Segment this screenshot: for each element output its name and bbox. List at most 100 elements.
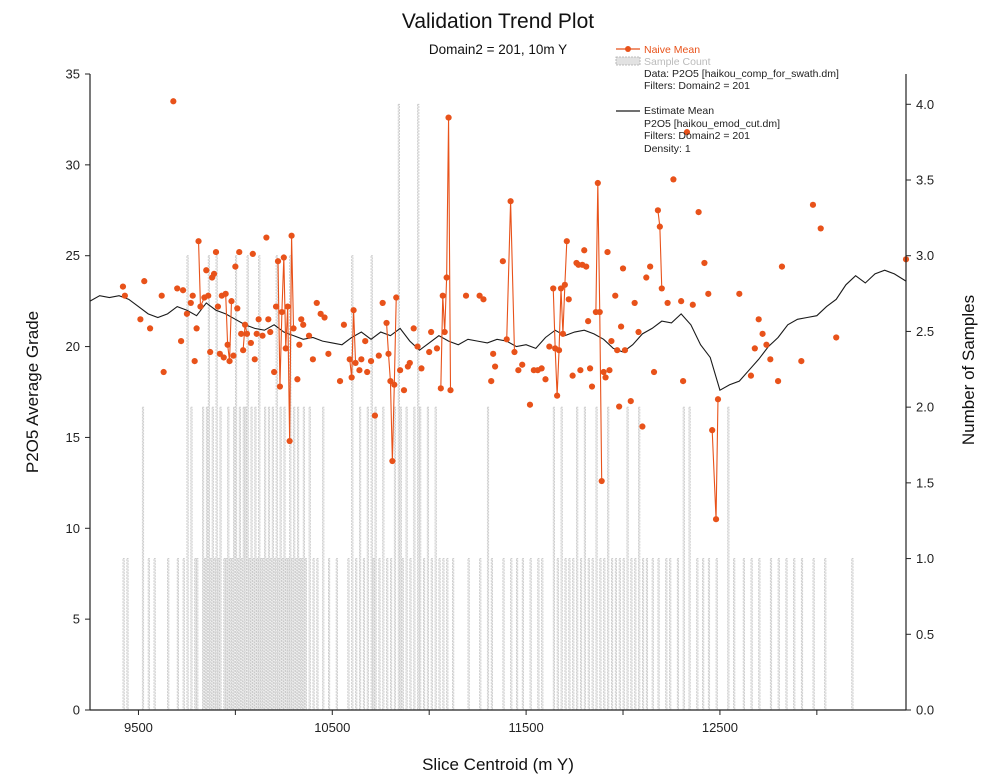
count-bar xyxy=(291,558,294,711)
count-bar xyxy=(242,406,245,711)
naive-mean-point xyxy=(214,303,222,310)
naive-mean-point xyxy=(263,234,270,241)
naive-mean-point xyxy=(207,348,214,356)
naive-mean-point xyxy=(621,347,629,354)
naive-mean-point xyxy=(445,114,452,121)
naive-mean-point xyxy=(305,332,313,339)
y2-tick-label: 0.5 xyxy=(916,627,934,642)
count-bar xyxy=(322,406,325,711)
naive-mean-point xyxy=(511,348,518,356)
naive-mean-point xyxy=(280,254,287,261)
count-bar xyxy=(372,558,375,711)
chart-subtitle: Domain2 = 201, 10m Y xyxy=(428,42,568,57)
legend: Naive Mean Sample Count Data: P2O5 [haik… xyxy=(615,44,839,155)
count-bar xyxy=(490,558,493,711)
count-bar xyxy=(727,406,730,711)
naive-mean-point xyxy=(387,378,394,385)
naive-mean-point xyxy=(191,358,198,365)
y2-tick-label: 1.5 xyxy=(916,475,934,490)
naive-mean-point xyxy=(241,321,249,328)
count-bar xyxy=(267,406,271,711)
naive-mean-point xyxy=(253,330,260,337)
naive-mean-point xyxy=(443,274,450,281)
count-bar xyxy=(401,558,404,711)
count-bar xyxy=(568,558,571,711)
x-tick-label: 12500 xyxy=(702,720,738,735)
count-bar xyxy=(657,558,660,711)
naive-mean-segment xyxy=(506,201,516,353)
naive-mean-point xyxy=(146,325,154,332)
count-bar xyxy=(207,255,210,711)
count-bar xyxy=(622,558,625,711)
naive-mean-point xyxy=(222,290,229,297)
count-bar xyxy=(438,558,441,711)
naive-mean-point xyxy=(550,285,557,292)
naive-mean-point xyxy=(393,294,400,301)
count-bar xyxy=(419,406,422,711)
naive-mean-point xyxy=(356,367,363,374)
count-bar xyxy=(452,558,455,711)
naive-mean-point xyxy=(205,292,212,299)
count-bar xyxy=(295,558,298,711)
naive-mean-point xyxy=(670,176,677,183)
count-bar xyxy=(312,558,315,711)
naive-mean-point xyxy=(336,378,344,385)
count-bar xyxy=(300,558,304,711)
naive-mean-point xyxy=(639,423,646,430)
naive-mean-point xyxy=(240,347,247,354)
count-bar xyxy=(812,558,815,711)
count-bar xyxy=(296,406,300,711)
count-bar xyxy=(167,558,170,711)
naive-mean-point xyxy=(371,412,379,419)
naive-mean-point xyxy=(563,238,570,245)
count-bar xyxy=(434,406,437,711)
naive-mean-point xyxy=(278,308,285,316)
naive-mean-point xyxy=(276,383,284,390)
count-bar xyxy=(556,558,559,711)
chart-title: Validation Trend Plot xyxy=(401,10,595,33)
naive-mean-point xyxy=(557,285,565,292)
naive-mean-point xyxy=(210,270,218,277)
y2-tick-label: 2.0 xyxy=(916,400,934,415)
count-bar xyxy=(248,558,251,711)
count-bar xyxy=(707,558,711,711)
count-bar xyxy=(182,558,185,711)
naive-mean-point xyxy=(538,365,545,372)
x-tick-label: 9500 xyxy=(124,720,153,735)
naive-mean-point xyxy=(612,292,619,299)
count-bar xyxy=(607,406,610,711)
naive-mean-point xyxy=(598,477,605,485)
naive-mean-point xyxy=(736,290,743,297)
naive-mean-point xyxy=(313,299,320,307)
count-bar xyxy=(777,558,780,711)
naive-mean-point xyxy=(348,374,355,381)
naive-mean-point xyxy=(833,334,840,341)
count-bar xyxy=(213,558,216,711)
count-bar xyxy=(308,406,311,711)
naive-mean-segment xyxy=(242,324,248,351)
count-bar xyxy=(587,558,590,711)
naive-mean-point xyxy=(350,307,357,314)
naive-mean-point xyxy=(658,285,665,292)
axes: 0 5 10 15 20 25 30 35 0.0 0.5 1.0 1.5 2.0 2.5 3.0 3.5 4.… xyxy=(66,67,935,736)
y-axis-label: P2O5 Average Grade xyxy=(23,311,42,473)
naive-mean-point xyxy=(555,347,563,354)
naive-mean-point xyxy=(701,259,708,267)
count-bar xyxy=(688,406,691,711)
count-bar xyxy=(399,406,402,711)
legend-naive-label: Naive Mean xyxy=(644,44,700,56)
count-bar xyxy=(362,558,366,711)
y-tick-label: 5 xyxy=(73,612,80,627)
count-bar xyxy=(176,558,179,711)
naive-mean-point xyxy=(160,368,167,376)
naive-mean-point xyxy=(174,285,181,292)
naive-mean-point xyxy=(602,374,609,381)
count-bar xyxy=(851,558,854,711)
naive-mean-point xyxy=(705,290,712,297)
naive-mean-point xyxy=(554,392,561,399)
naive-mean-point xyxy=(774,378,782,385)
count-bar xyxy=(147,558,150,711)
count-bar xyxy=(467,558,470,711)
count-bar xyxy=(599,558,602,711)
count-bar xyxy=(374,406,377,711)
